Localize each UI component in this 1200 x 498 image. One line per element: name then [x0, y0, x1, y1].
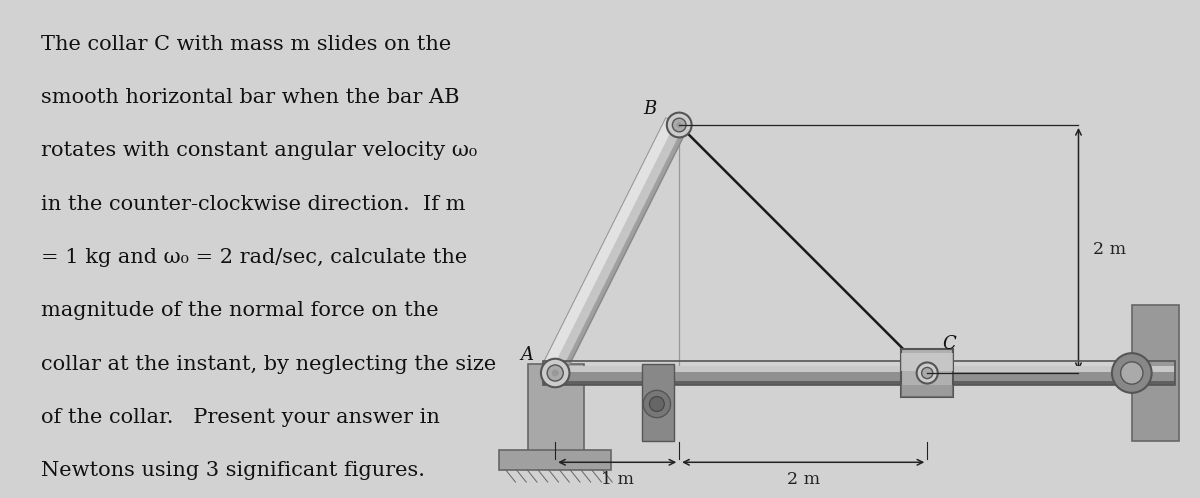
Circle shape	[1121, 362, 1142, 384]
Text: of the collar.   Present your answer in: of the collar. Present your answer in	[41, 408, 439, 427]
Text: collar at the instant, by neglecting the size: collar at the instant, by neglecting the…	[41, 355, 496, 374]
Circle shape	[547, 365, 563, 381]
Polygon shape	[542, 119, 688, 377]
Bar	[542, 380, 1175, 385]
Text: The collar C with mass m slides on the: The collar C with mass m slides on the	[41, 35, 451, 54]
Polygon shape	[542, 119, 676, 371]
Bar	[901, 350, 953, 396]
Circle shape	[552, 370, 559, 376]
Text: Newtons using 3 significant figures.: Newtons using 3 significant figures.	[41, 461, 425, 480]
Text: C: C	[942, 335, 956, 353]
Text: magnitude of the normal force on the: magnitude of the normal force on the	[41, 301, 438, 320]
Circle shape	[649, 396, 665, 411]
Circle shape	[917, 363, 937, 383]
Text: B: B	[643, 100, 656, 118]
Bar	[901, 385, 953, 396]
Circle shape	[643, 390, 671, 418]
Bar	[528, 365, 583, 454]
Bar	[1132, 305, 1178, 441]
Text: 2 m: 2 m	[787, 471, 820, 488]
Circle shape	[541, 359, 570, 387]
Text: 2 m: 2 m	[1093, 241, 1127, 257]
Bar	[542, 366, 1175, 372]
Polygon shape	[559, 127, 688, 377]
Text: in the counter-clockwise direction.  If m: in the counter-clockwise direction. If m	[41, 195, 466, 214]
Circle shape	[677, 123, 682, 127]
Bar	[542, 370, 1175, 380]
Bar	[499, 450, 611, 470]
Bar	[901, 353, 953, 371]
Bar	[542, 361, 1175, 385]
Circle shape	[1112, 353, 1152, 393]
Bar	[642, 365, 674, 441]
Text: smooth horizontal bar when the bar AB: smooth horizontal bar when the bar AB	[41, 88, 460, 107]
Text: = 1 kg and ω₀ = 2 rad/sec, calculate the: = 1 kg and ω₀ = 2 rad/sec, calculate the	[41, 248, 467, 267]
Text: A: A	[520, 346, 533, 365]
Circle shape	[667, 113, 691, 137]
Text: rotates with constant angular velocity ω₀: rotates with constant angular velocity ω…	[41, 141, 476, 160]
Text: 1 m: 1 m	[601, 471, 634, 488]
Circle shape	[922, 368, 932, 378]
Circle shape	[672, 118, 686, 132]
